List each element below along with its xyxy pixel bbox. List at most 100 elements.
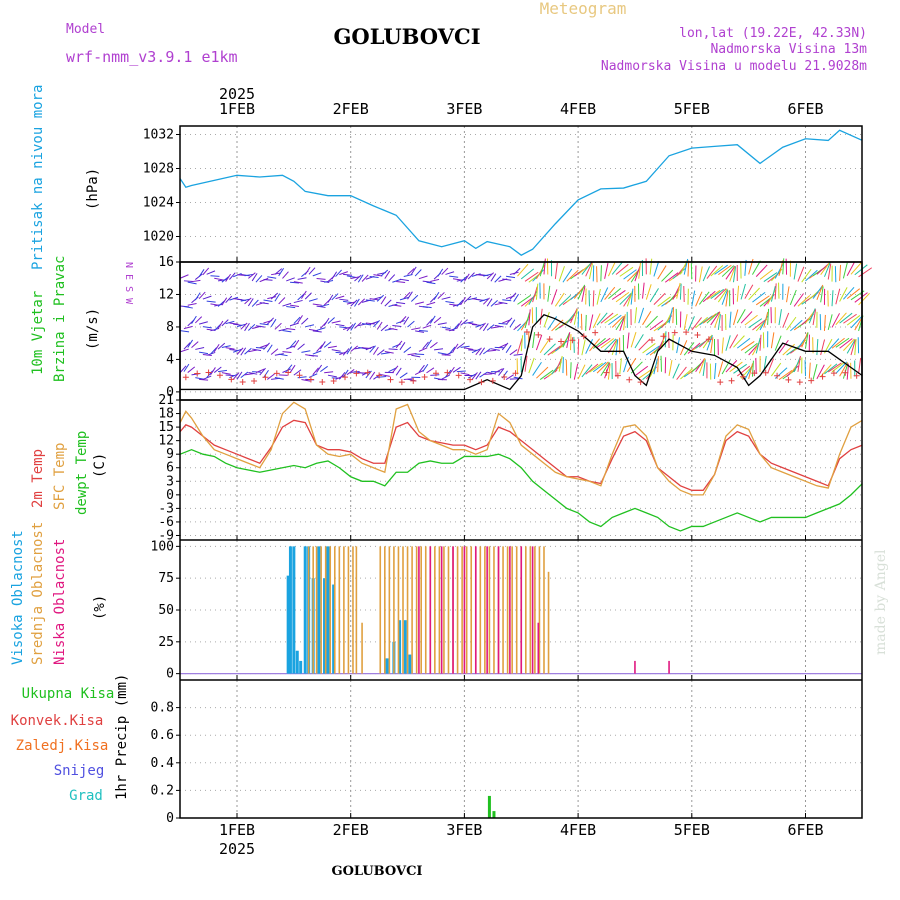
wind-barb (392, 325, 402, 327)
wind-barb (403, 274, 413, 277)
wind-barb (414, 370, 424, 376)
wind-barb (407, 320, 415, 328)
wind-barb (695, 291, 703, 307)
wind-barb (410, 266, 417, 275)
wind-barb (763, 272, 778, 282)
cloud-bar (484, 546, 486, 674)
wind-barb (426, 318, 433, 326)
wind-barb (839, 264, 842, 281)
wind-barb (539, 260, 546, 277)
cloud-bar (333, 546, 336, 674)
wind-barb (714, 312, 721, 328)
wind-barb (194, 316, 203, 324)
wind-barb (278, 374, 288, 376)
cloud-axis-title-3: (%) (92, 595, 108, 620)
cloud-bar (418, 546, 420, 674)
wind-gust-marker (251, 378, 258, 385)
wind-barb (225, 374, 235, 377)
wind-barb (244, 347, 252, 355)
wind-barb (282, 271, 289, 279)
wind-barb (312, 272, 322, 277)
day-label-top: 2FEB (333, 100, 369, 118)
wind-barb (229, 272, 236, 280)
day-label-bottom: 1FEB (219, 821, 255, 839)
wind-barb (676, 366, 687, 380)
wind-barb (350, 276, 360, 280)
wind-barb (346, 275, 356, 278)
wind-barb (619, 266, 634, 277)
wind-barb (736, 337, 751, 349)
wind-barb (854, 264, 868, 276)
wind-barb (479, 371, 488, 378)
wind-barb (558, 294, 572, 307)
wind-barb (316, 364, 323, 373)
wind-barb (687, 342, 701, 354)
wind-barb (392, 304, 402, 307)
cloud-bar (547, 571, 550, 674)
y-tick-label: 0.4 (151, 756, 175, 771)
wind-gust-marker (353, 370, 360, 377)
wind-barb (343, 273, 353, 276)
wind-barb (630, 331, 637, 348)
wind-barb (384, 270, 391, 279)
wind-gust-marker (580, 333, 587, 340)
wind-barb (562, 332, 570, 348)
wind-barb (581, 339, 586, 356)
wind-barb (714, 362, 717, 379)
wind-barb (263, 299, 273, 302)
cloud-bar (326, 546, 330, 674)
wind-barb (297, 315, 303, 324)
wind-gust-marker (398, 379, 405, 386)
wind-barb (195, 347, 205, 350)
wind-barb (729, 311, 732, 328)
wind-barb (558, 355, 563, 372)
wind-barb (331, 320, 341, 324)
cloud-bar (420, 546, 422, 674)
pressure-unit: (hPa) (85, 168, 101, 210)
wind-barb (835, 312, 847, 326)
wind-barb (558, 266, 565, 282)
wind-barb (520, 296, 535, 307)
wind-barb (361, 322, 372, 326)
wind-barb (752, 260, 761, 275)
wind-barb (191, 341, 199, 348)
wind-barb (808, 362, 811, 379)
wind-barb (498, 343, 507, 349)
wind-barb (767, 358, 775, 374)
cloud-bar (408, 654, 412, 674)
wind-barb (441, 267, 449, 275)
wind-barb (752, 292, 766, 303)
wind-barb (452, 343, 459, 352)
wind-barb (244, 297, 252, 305)
wind-barb (528, 309, 531, 326)
wind-unit: (m/s) (85, 308, 101, 350)
wind-barb (376, 294, 385, 302)
wind-barb (263, 342, 270, 350)
wind-barb (634, 265, 641, 282)
wind-barb (308, 354, 319, 357)
wind-barb (854, 292, 868, 303)
wind-barb (638, 368, 653, 379)
wind-barb (380, 374, 390, 377)
wind-barb (467, 373, 477, 379)
precip-legend-3: Snijeg (54, 763, 105, 779)
wind-gust-marker (819, 373, 826, 380)
wind-barb (388, 348, 398, 350)
wind-barb (437, 322, 447, 325)
wind-barb (638, 307, 645, 324)
wind-barb (664, 331, 667, 348)
wind-barb (482, 297, 490, 305)
wind-barb (843, 338, 855, 351)
wind-barb (751, 360, 754, 377)
wind-barb (293, 316, 301, 324)
wind-barb (399, 316, 407, 324)
wind-barb (350, 299, 358, 307)
cloud-bar (511, 546, 513, 674)
wind-barb (770, 285, 776, 302)
wind-barb (592, 361, 607, 373)
wind-barb (592, 290, 595, 307)
wind-barb (634, 334, 644, 349)
wind-barb (221, 297, 228, 306)
temp-axis-title-2: dewpt Temp (74, 431, 90, 515)
wind-barb (229, 373, 238, 379)
